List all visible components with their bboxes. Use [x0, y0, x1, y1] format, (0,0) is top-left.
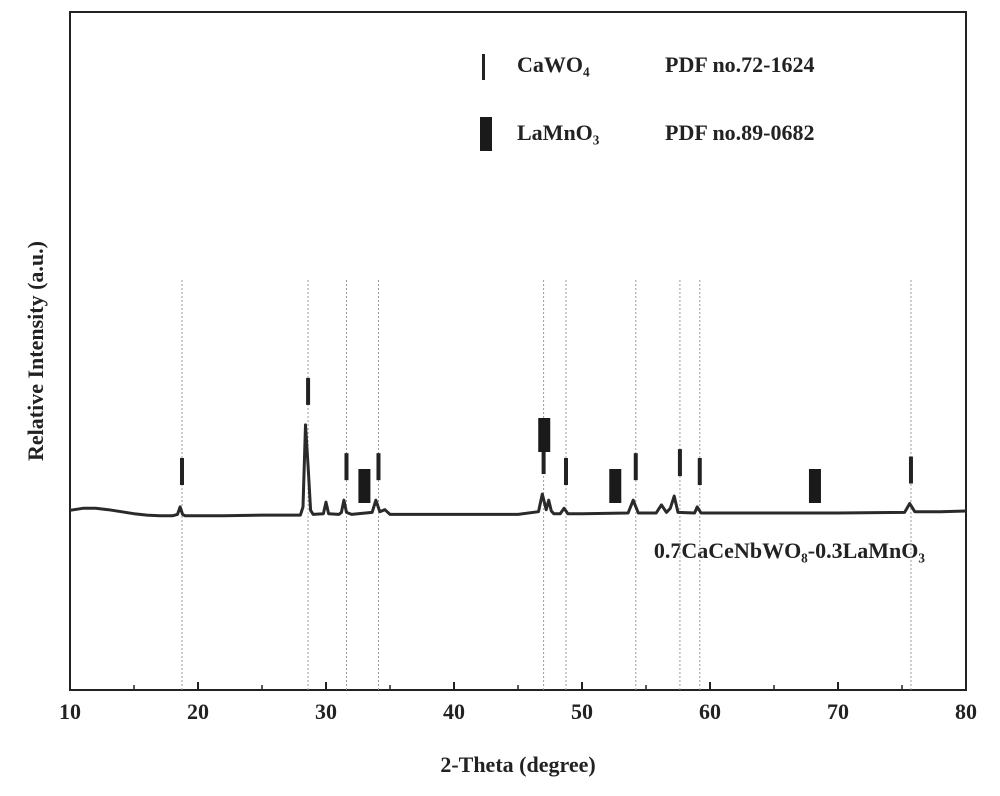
x-tick-label: 70: [827, 699, 849, 724]
legend-pdf: PDF no.89-0682: [665, 120, 815, 145]
reference-tick: [908, 456, 913, 484]
sample-label: 0.7CaCeNbWO₈-0.3LaMnO₃: [654, 538, 925, 563]
reference-tick: [677, 449, 682, 477]
reference-bar: [808, 469, 821, 503]
reference-tick: [306, 377, 311, 405]
reference-tick: [697, 458, 702, 485]
reference-tick: [633, 453, 638, 481]
x-tick-label: 50: [571, 699, 593, 724]
x-tick-label: 20: [187, 699, 209, 724]
legend-label: CaWO₄: [517, 52, 590, 77]
x-tick-label: 40: [443, 699, 465, 724]
legend-symbol: [480, 117, 492, 151]
reference-tick: [541, 447, 546, 475]
reference-tick: [564, 458, 568, 485]
plot-frame: [69, 11, 967, 691]
y-axis-label: Relative Intensity (a.u.): [23, 241, 48, 461]
x-axis-label: 2-Theta (degree): [440, 752, 595, 777]
reference-tick: [344, 453, 349, 481]
x-tick-label: 30: [315, 699, 337, 724]
legend-symbol: [482, 54, 485, 80]
reference-bar: [609, 469, 622, 503]
legend: CaWO₄ PDF no.72-1624 LaMnO₃ PDF no.89-06…: [517, 52, 815, 145]
x-tick-label: 80: [955, 699, 977, 724]
x-tick-label: 10: [59, 699, 81, 724]
reference-bar: [538, 418, 551, 452]
diffraction-curve: [69, 423, 967, 518]
legend-label: LaMnO₃: [517, 120, 600, 145]
reference-tick: [376, 453, 381, 481]
x-tick-label: 60: [699, 699, 721, 724]
reference-tick: [180, 458, 184, 485]
legend-pdf: PDF no.72-1624: [665, 52, 815, 77]
reference-bar: [358, 469, 371, 503]
